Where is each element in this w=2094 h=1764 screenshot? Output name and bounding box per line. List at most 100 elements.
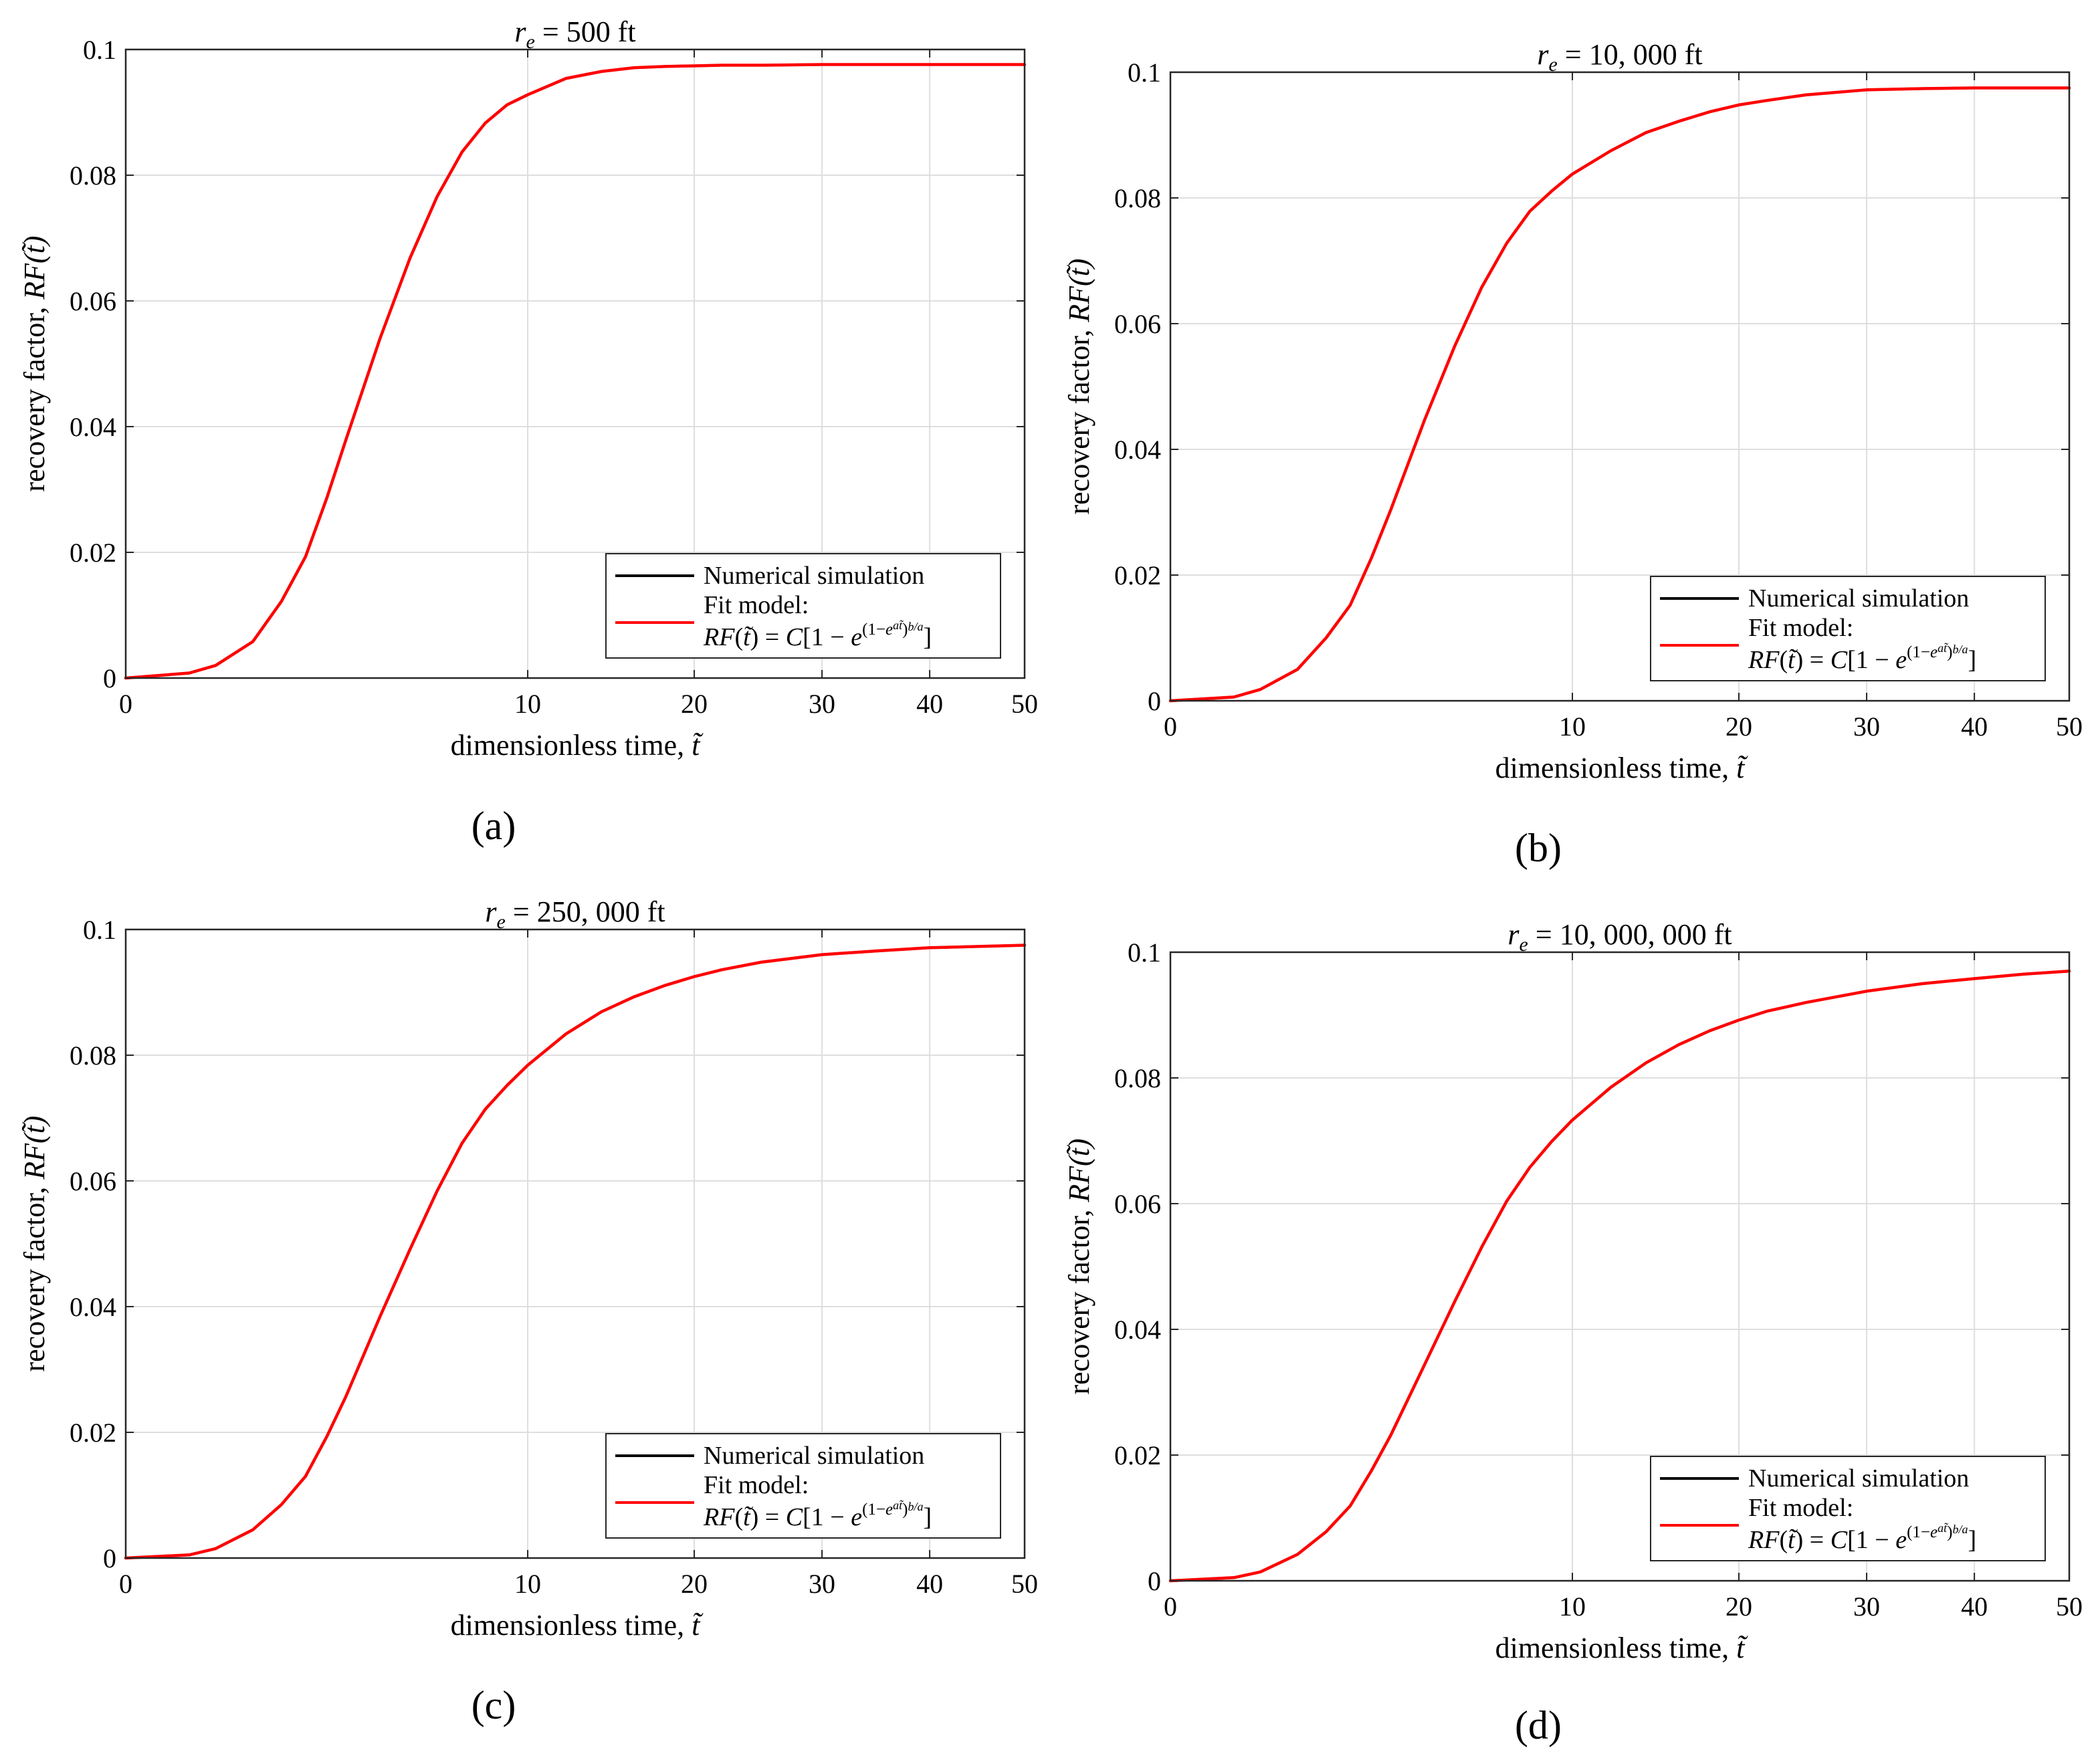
x-tick-label: 40 <box>1961 711 1988 742</box>
y-tick-label: 0.08 <box>70 1040 116 1071</box>
x-tick-label: 50 <box>1011 1569 1038 1599</box>
x-axis-label: dimensionless time, t̃ <box>451 1609 704 1642</box>
x-tick-label: 50 <box>2056 711 2083 742</box>
axes-box <box>1169 951 2071 1582</box>
y-tick-label: 0 <box>103 663 116 693</box>
y-tick-label: 0.1 <box>1128 58 1161 88</box>
formula-part: ] <box>923 623 932 651</box>
legend-label-fit: Fit model: <box>1748 1494 1853 1522</box>
formula-superscript: e <box>885 621 893 639</box>
y-axis-label: recovery factor, RF(t̃) <box>18 1115 51 1371</box>
legend-box <box>1650 1456 2046 1561</box>
formula-superscript: b/a <box>1952 643 1968 656</box>
x-tick-label: 0 <box>1164 1591 1177 1622</box>
y-axis-label-text: recovery factor, <box>1063 322 1095 515</box>
formula-part: ] <box>1968 646 1976 674</box>
x-tick-label: 20 <box>1725 711 1752 742</box>
x-axis-label-text: dimensionless time, <box>1495 1632 1737 1664</box>
x-axis-label-text: dimensionless time, <box>451 729 692 762</box>
formula-part: RF <box>703 623 735 651</box>
y-tick-label: 0.1 <box>83 35 116 65</box>
formula-part: ) = <box>1795 1526 1830 1554</box>
formula-part: RF <box>703 1503 735 1531</box>
y-tick-label: 0 <box>103 1543 116 1573</box>
series-line-fit <box>1168 86 2071 703</box>
x-tick-label: 20 <box>681 689 708 719</box>
x-tick-label: 0 <box>119 1569 132 1599</box>
x-axis-label-variable: t̃ <box>1736 752 1748 784</box>
formula-superscript: ) <box>902 1501 908 1519</box>
chart-title: re = 250, 000 ft <box>485 895 665 933</box>
formula-part: [1 − <box>803 1503 851 1531</box>
y-tick-label: 0.06 <box>70 1166 116 1196</box>
formula-part: ) = <box>750 1503 786 1531</box>
x-tick-label: 20 <box>1725 1591 1752 1622</box>
formula-superscript: ) <box>902 621 908 639</box>
title-variable: r <box>1507 918 1520 951</box>
formula-superscript: e <box>885 1501 893 1519</box>
x-tick-label: 0 <box>119 689 132 719</box>
title-value: = 500 ft <box>535 15 636 48</box>
title-variable: r <box>514 15 526 48</box>
formula-part: C <box>1830 646 1848 674</box>
y-tick-label: 0 <box>1148 686 1161 716</box>
formula-part: e <box>1895 1526 1907 1554</box>
series-line-fit <box>124 63 1027 680</box>
chart-title: re = 10, 000, 000 ft <box>1507 918 1732 956</box>
x-axis-label-text: dimensionless time, <box>1495 752 1737 784</box>
y-axis-label-text: recovery factor, <box>1063 1202 1095 1395</box>
formula-part: RF <box>1748 646 1780 674</box>
title-subscript: e <box>497 911 506 933</box>
legend-formula: RF(t̃) = C[1 − e(1−eat̃)b/a] <box>1748 641 1976 674</box>
legend-label-numerical: Numerical simulation <box>704 1442 924 1470</box>
y-tick-label: 0.04 <box>1114 1315 1161 1345</box>
legend-label-numerical: Numerical simulation <box>1748 584 1969 613</box>
legend-box <box>605 1433 1001 1539</box>
y-axis-label-text: recovery factor, <box>18 1180 51 1372</box>
series-line-fit <box>1168 969 2071 1583</box>
y-axis-label: recovery factor, RF(t̃) <box>18 235 51 491</box>
y-axis-label: recovery factor, RF(t̃) <box>1063 1138 1095 1394</box>
legend-box <box>1650 576 2046 681</box>
formula-superscript: (1− <box>1907 643 1930 661</box>
panel-label: (b) <box>1515 826 1562 870</box>
title-value: = 10, 000, 000 ft <box>1528 918 1732 951</box>
x-axis-label: dimensionless time, t̃ <box>451 729 704 762</box>
y-tick-label: 0.06 <box>70 286 116 316</box>
x-tick-label: 50 <box>2056 1591 2083 1622</box>
y-tick-label: 0.08 <box>1114 1063 1161 1093</box>
y-tick-label: 0.08 <box>1114 183 1161 213</box>
formula-part: ( <box>734 623 743 651</box>
formula-part: e <box>1895 646 1907 674</box>
y-axis-label-text: recovery factor, <box>18 300 51 492</box>
x-tick-label: 30 <box>809 689 835 719</box>
y-axis-label: recovery factor, RF(t̃) <box>1063 258 1095 514</box>
formula-superscript: e <box>1930 643 1938 661</box>
formula-part: C <box>1830 1526 1848 1554</box>
formula-superscript: ) <box>1947 1523 1952 1541</box>
title-variable: r <box>1537 38 1549 71</box>
x-axis-label: dimensionless time, t̃ <box>1495 752 1749 784</box>
x-tick-label: 10 <box>514 1569 541 1599</box>
y-tick-label: 0.1 <box>1128 938 1161 968</box>
y-tick-label: 0 <box>1148 1566 1161 1596</box>
title-value: = 10, 000 ft <box>1558 38 1703 71</box>
series-line-fit <box>124 944 1027 1560</box>
x-axis-label: dimensionless time, t̃ <box>1495 1632 1749 1664</box>
formula-superscript: at̃ <box>1938 1521 1949 1535</box>
formula-superscript: b/a <box>908 620 923 633</box>
x-axis-label-text: dimensionless time, <box>451 1609 692 1642</box>
x-tick-label: 40 <box>916 689 943 719</box>
title-subscript: e <box>1549 53 1558 76</box>
y-tick-label: 0.04 <box>70 412 116 442</box>
legend-label-numerical: Numerical simulation <box>1748 1464 1969 1493</box>
formula-part: ) = <box>750 623 786 651</box>
axes-box <box>1169 71 2071 702</box>
x-tick-label: 10 <box>514 689 541 719</box>
chart-title: re = 10, 000 ft <box>1537 38 1702 76</box>
